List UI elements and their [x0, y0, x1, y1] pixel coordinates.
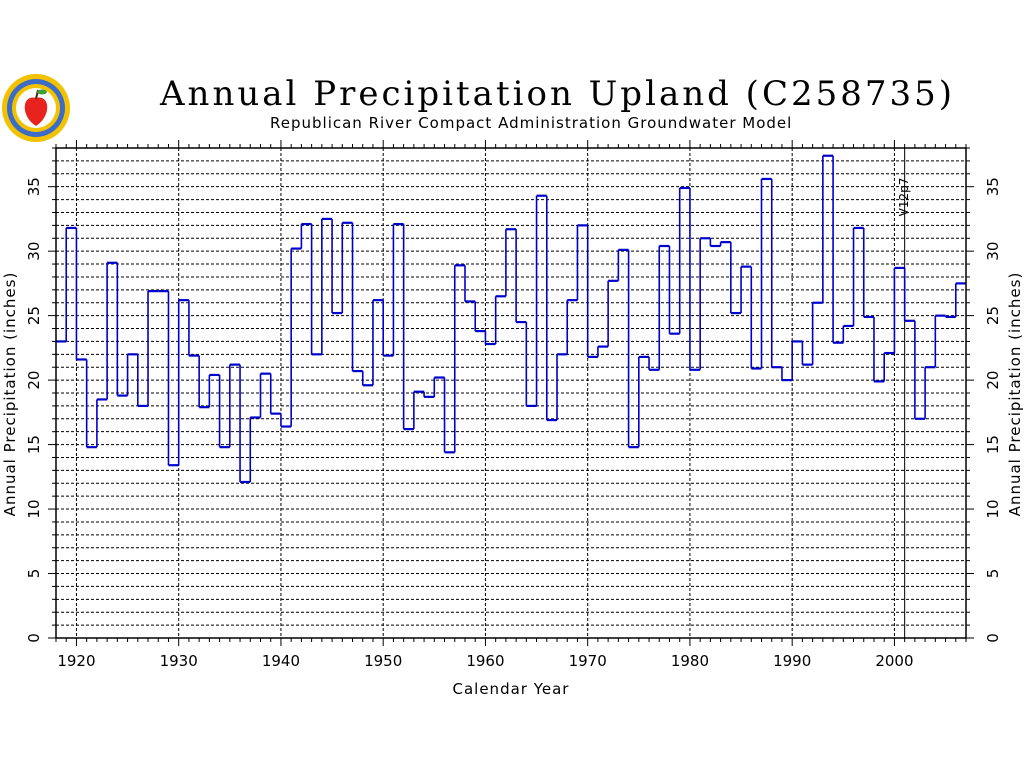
x-tick-label: 1960 [466, 652, 504, 670]
y-tick-label-left: 0 [25, 633, 43, 643]
agency-logo-seal [2, 74, 70, 142]
y-tick-label-right: 35 [984, 177, 1002, 196]
y-tick-label-left: 20 [25, 371, 43, 390]
x-tick-label: 1990 [773, 652, 811, 670]
y-axis-label-left: Annual Precipitation (inches) [1, 272, 19, 517]
y-tick-label-left: 30 [25, 242, 43, 261]
chart-subtitle: Republican River Compact Administration … [270, 114, 793, 132]
y-tick-label-left: 15 [25, 435, 43, 454]
y-tick-label-right: 5 [984, 569, 1002, 579]
x-tick-label: 1940 [262, 652, 300, 670]
x-tick-label: 1920 [57, 652, 95, 670]
x-tick-label: 1950 [364, 652, 402, 670]
version-annotation: V12p7 [897, 178, 911, 217]
x-tick-label: 1970 [569, 652, 607, 670]
y-tick-label-right: 20 [984, 371, 1002, 390]
y-tick-label-left: 5 [25, 569, 43, 579]
series-layer [56, 154, 966, 484]
grid-lines [56, 147, 966, 639]
chart-title: Annual Precipitation Upland (C258735) [160, 74, 956, 114]
x-tick-label: 1930 [160, 652, 198, 670]
y-tick-label-left: 25 [25, 306, 43, 325]
y-tick-label-right: 15 [984, 435, 1002, 454]
tick-labels: 1920 1930 1940 1950 1960 1970 1980 1990 2000 0 0 5 5… [25, 140, 1002, 670]
y-tick-label-left: 35 [25, 177, 43, 196]
y-tick-label-left: 10 [25, 500, 43, 519]
x-tick-label: 1980 [671, 652, 709, 670]
y-axis-label-right: Annual Precipitation (inches) [1006, 272, 1024, 517]
x-tick-label: 2000 [875, 652, 913, 670]
y-tick-label-right: 30 [984, 242, 1002, 261]
x-axis-label: Calendar Year [453, 680, 570, 698]
y-tick-label-right: 25 [984, 306, 1002, 325]
y-tick-label-right: 0 [984, 633, 1002, 643]
y-tick-label-right: 10 [984, 500, 1002, 519]
